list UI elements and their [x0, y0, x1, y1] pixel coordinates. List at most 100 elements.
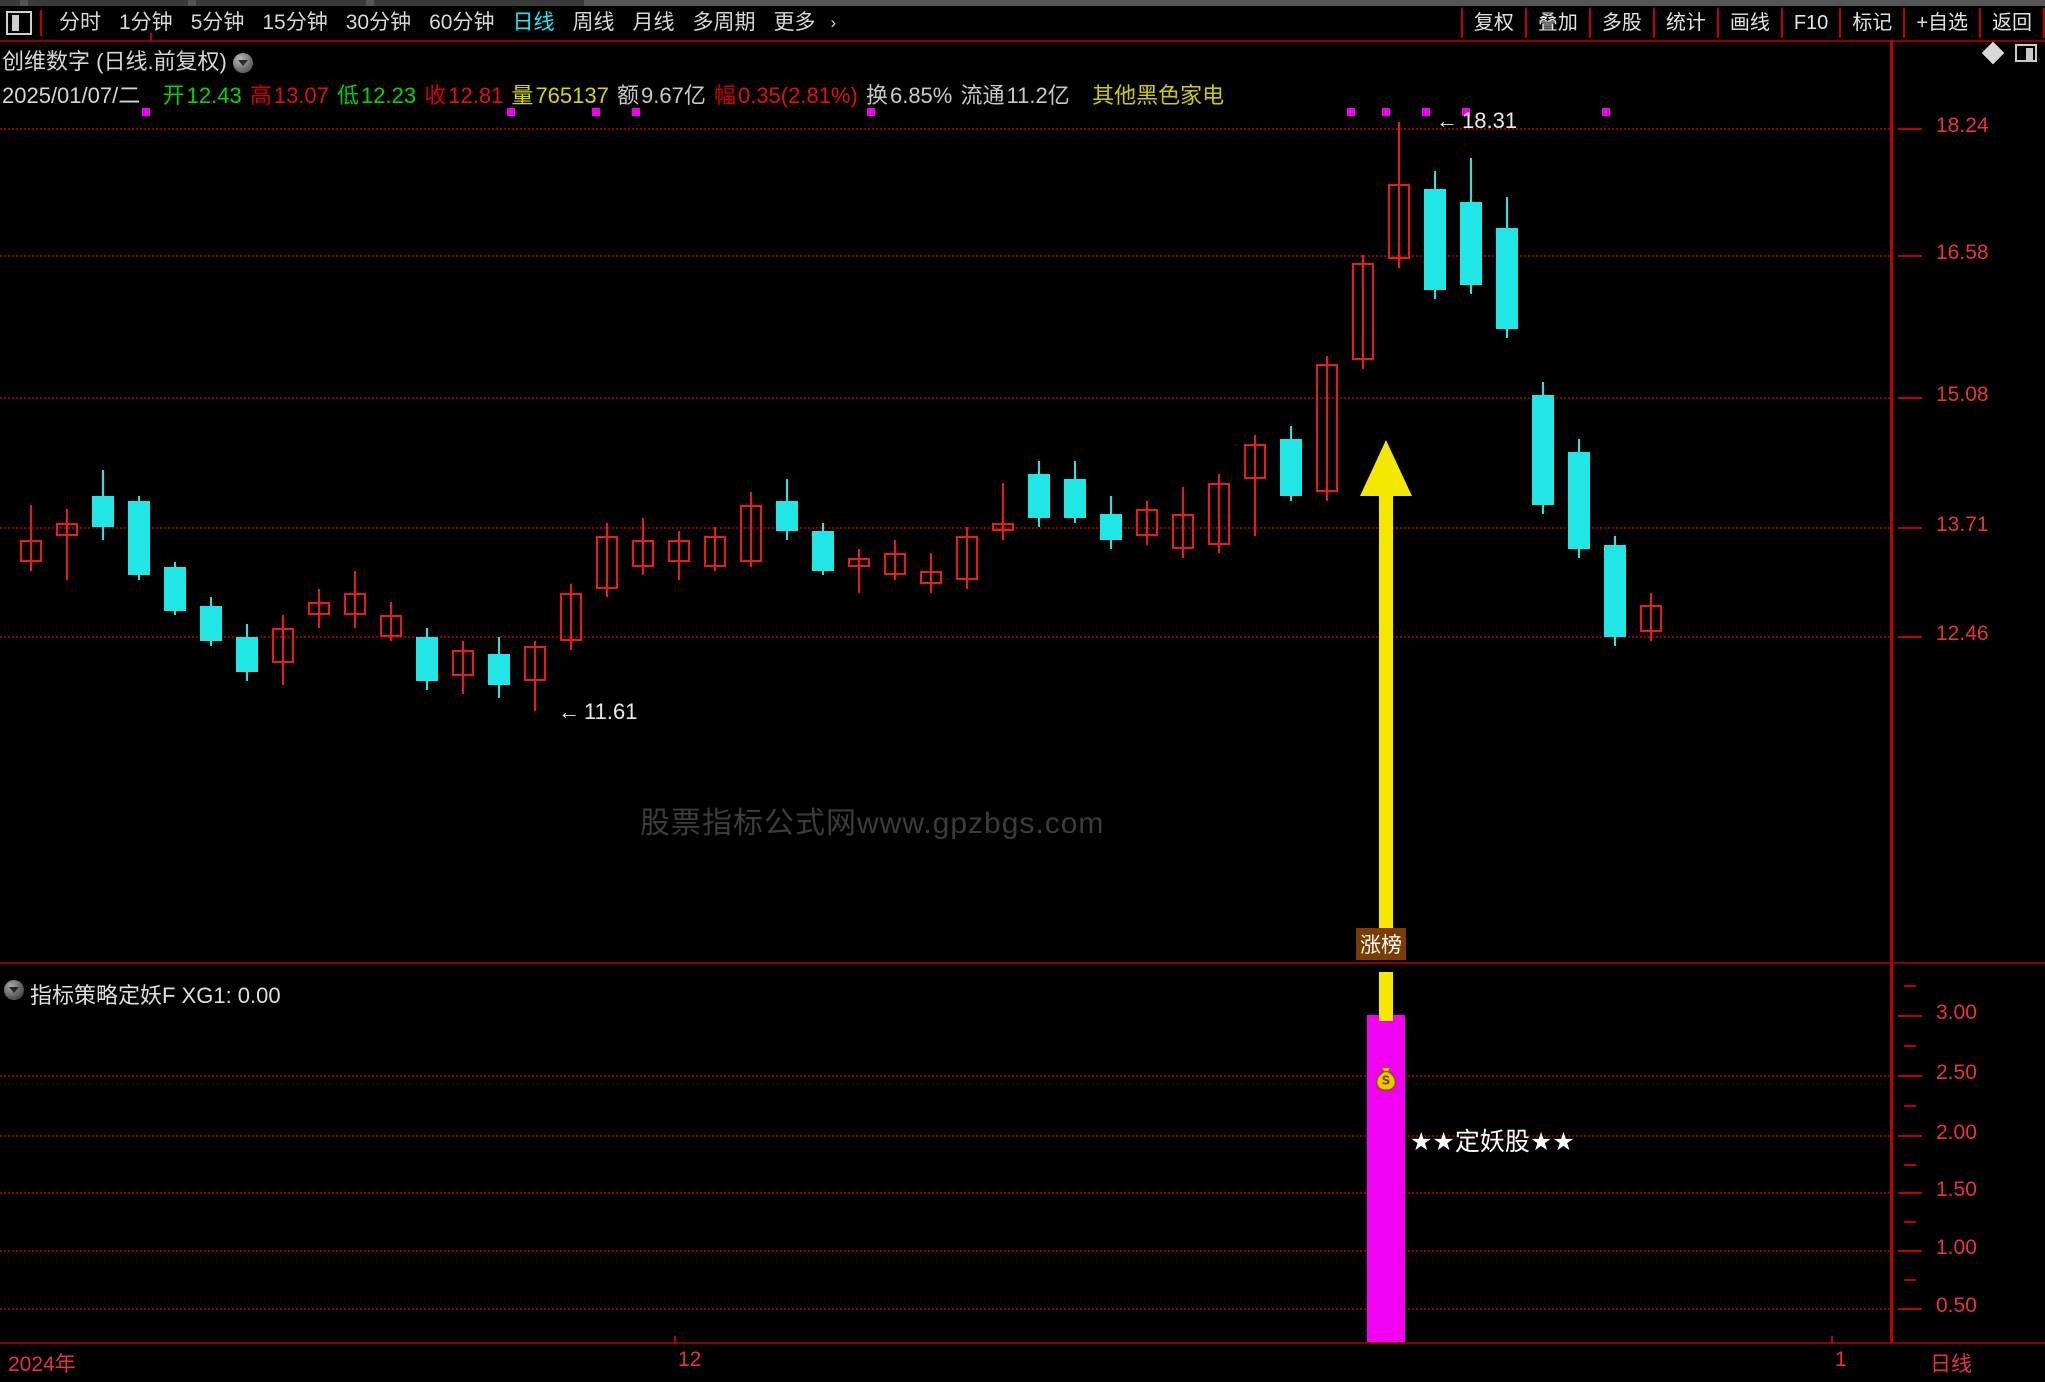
period-60min[interactable]: 60分钟	[429, 11, 495, 34]
candle-body	[776, 500, 798, 532]
candle-body	[992, 522, 1014, 532]
candle-body	[1388, 184, 1410, 259]
value-change: 0.35(2.81%)	[737, 83, 858, 108]
stock-title-row: 创维数字 (日线.前复权)	[2, 44, 253, 76]
candle-body	[596, 535, 618, 589]
axis-tick-minor	[1904, 1045, 1916, 1047]
indicator-axis-label: 1.00	[1936, 1236, 1977, 1259]
value-high: 13.07	[273, 83, 329, 108]
period-1min[interactable]: 1分钟	[119, 11, 173, 34]
period-daily[interactable]: 日线	[512, 11, 555, 34]
high-price-annotation: 18.31	[1436, 108, 1517, 134]
chevron-right-icon[interactable]: ›	[830, 13, 837, 32]
candle-wick	[318, 588, 320, 629]
button-huaxian[interactable]: 画线	[1716, 8, 1781, 38]
candle-body	[200, 606, 222, 642]
header-divider	[0, 40, 2045, 42]
price-axis-label: 13.71	[1936, 513, 1989, 536]
quote-info-line: 2025/01/07/二 开12.43 高13.07 低12.23 收12.81…	[2, 84, 1226, 108]
low-price-value: 11.61	[584, 698, 638, 724]
candle-body	[740, 505, 762, 563]
axis-tick	[1898, 128, 1922, 130]
candle-wick	[678, 531, 680, 580]
date-axis-label: 12	[678, 1348, 702, 1371]
candle-wick	[1254, 434, 1256, 536]
date-axis-tick	[674, 1336, 676, 1344]
candle-body	[272, 628, 294, 664]
gridline-price-16.58	[0, 255, 1890, 257]
button-back[interactable]: 返回	[1979, 8, 2045, 38]
button-duogu[interactable]: 多股	[1588, 8, 1653, 38]
candle-body	[20, 540, 42, 563]
buy-arrow-shaft-lower	[1379, 972, 1393, 1021]
period-fenshi[interactable]: 分时	[59, 11, 101, 34]
period-monthly[interactable]: 月线	[632, 11, 675, 34]
candle-wick	[1002, 483, 1004, 541]
axis-tick	[1898, 1308, 1922, 1310]
label-volume: 量	[511, 83, 534, 108]
candle-wick	[354, 570, 356, 629]
button-diejia[interactable]: 叠加	[1524, 8, 1589, 38]
candle-body	[128, 500, 150, 576]
candle-wick	[858, 548, 860, 593]
price-axis-label: 18.24	[1936, 114, 1989, 137]
axis-tick-minor	[1904, 1279, 1916, 1281]
candle-body	[236, 636, 258, 673]
value-volume: 765137	[535, 83, 609, 108]
indicator-menu-icon[interactable]	[4, 980, 24, 1000]
value-amount: 9.67亿	[641, 83, 706, 108]
candle-body	[1172, 513, 1194, 549]
gridline-indicator-1.50	[0, 1192, 1890, 1194]
button-tongji[interactable]: 统计	[1652, 8, 1717, 38]
chevron-down-icon[interactable]	[232, 53, 253, 73]
period-weekly[interactable]: 周线	[572, 11, 615, 34]
date-axis-label: 2024年	[8, 1353, 76, 1376]
period-toolbar: 分时 1分钟 5分钟 15分钟 30分钟 60分钟 日线 周线 月线 多周期 更…	[0, 6, 2045, 40]
period-15min[interactable]: 15分钟	[262, 11, 328, 34]
axis-tick	[1898, 527, 1922, 529]
watermark-text: 股票指标公式网www.gpzbgs.com	[640, 807, 1105, 840]
candle-wick	[30, 505, 32, 571]
diamond-icon[interactable]	[1981, 41, 2005, 65]
candle-wick	[66, 509, 68, 580]
toolbar-divider	[40, 10, 42, 36]
indicator-pane[interactable]: S ★★定妖股★★	[0, 972, 1890, 1342]
panel-toggle-icon[interactable]	[2015, 44, 2037, 62]
candle-wick	[534, 641, 536, 711]
candle-wick	[1218, 474, 1220, 554]
value-float: 11.2亿	[1006, 83, 1070, 108]
axis-tick-minor	[1904, 1163, 1916, 1166]
candle-body	[884, 553, 906, 576]
candle-body	[560, 592, 582, 642]
candle-body	[812, 531, 834, 571]
candle-wick	[714, 527, 716, 571]
price-pane[interactable]: 股票指标公式网www.gpzbgs.com 18.31 11.61 涨榜	[0, 108, 1890, 960]
candle-body	[848, 557, 870, 567]
marker-dot	[507, 108, 515, 116]
marker-dot	[632, 108, 640, 116]
axis-tick-minor	[1904, 985, 1916, 987]
button-biaoji[interactable]: 标记	[1839, 8, 1903, 38]
candle-body	[1532, 395, 1554, 506]
period-5min[interactable]: 5分钟	[190, 11, 245, 34]
period-30min[interactable]: 30分钟	[345, 11, 412, 34]
candle-body	[452, 650, 474, 677]
label-turnover: 换	[865, 83, 888, 108]
money-bag-icon: S	[1375, 1067, 1397, 1092]
period-multi[interactable]: 多周期	[692, 11, 756, 34]
period-more[interactable]: 更多	[773, 11, 816, 34]
candle-body	[1028, 474, 1050, 519]
button-fuquan[interactable]: 复权	[1460, 8, 1525, 38]
axis-tick	[1898, 1250, 1922, 1252]
gridline-indicator-1.00	[0, 1250, 1890, 1252]
indicator-axis: 3.00 2.50 2.00 1.50 1.00 0.50	[1890, 972, 2045, 1342]
quote-date: 2025/01/07/二	[2, 83, 141, 108]
candle-body	[1604, 544, 1626, 637]
candle-body	[704, 535, 726, 567]
panel-layout-icon[interactable]	[6, 11, 32, 35]
candle-body	[1100, 513, 1122, 541]
candle-body	[956, 535, 978, 580]
button-f10[interactable]: F10	[1780, 8, 1839, 38]
button-add-favorite[interactable]: +自选	[1903, 8, 1979, 38]
value-low: 12.23	[361, 83, 417, 108]
